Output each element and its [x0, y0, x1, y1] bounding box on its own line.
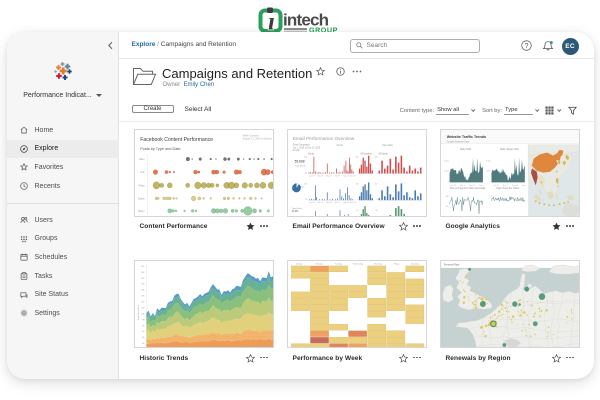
svg-text:May 19: May 19 — [326, 175, 332, 177]
svg-text:All Sends: All Sends — [378, 153, 388, 156]
svg-text:Facebook Content Performance: Facebook Content Performance — [140, 137, 213, 143]
svg-text:0: 0 — [357, 199, 358, 201]
svg-text:2,000: 2,000 — [444, 171, 448, 173]
svg-text:Nov 15: Nov 15 — [512, 185, 518, 187]
svg-text:Email Campaigns: Email Campaigns — [292, 144, 310, 146]
svg-text:Status: Status — [138, 197, 145, 200]
svg-text:0: 0 — [376, 172, 377, 174]
svg-text:8K: 8K — [142, 319, 145, 321]
svg-text:?: ? — [524, 43, 528, 50]
svg-text:Email Performance Overview: Email Performance Overview — [292, 136, 354, 142]
svg-text:Nov 1: Nov 1 — [502, 185, 507, 187]
svg-text:0: 0 — [357, 172, 358, 174]
svg-text:ı: ı — [268, 9, 275, 34]
svg-text:0K: 0K — [304, 172, 307, 174]
svg-text:150: 150 — [374, 183, 377, 185]
svg-text:Friday: Friday — [393, 263, 399, 266]
svg-text:intech: intech — [283, 11, 329, 30]
svg-text:Total Subscribers: Total Subscribers — [136, 305, 139, 320]
svg-text:Album: Album — [138, 210, 145, 213]
svg-text:Nov 15: Nov 15 — [469, 185, 475, 187]
svg-text:Sunday: Sunday — [295, 264, 302, 266]
svg-text:Monday: Monday — [315, 264, 322, 266]
svg-text:2K: 2K — [142, 337, 145, 339]
svg-text:150: 150 — [445, 206, 448, 208]
svg-text:300: 300 — [445, 196, 448, 198]
svg-text:Daily Visits: Daily Visits — [460, 148, 472, 151]
svg-text:Google Analytics Data: Google Analytics Data — [446, 140, 469, 143]
svg-text:60K: 60K — [303, 157, 307, 159]
svg-text:Total Sends: Total Sends — [294, 165, 305, 168]
svg-text:May 19: May 19 — [326, 202, 332, 204]
svg-text:40: 40 — [375, 210, 377, 212]
svg-text:Oct 15: Oct 15 — [450, 184, 455, 187]
svg-text:Posts by Type and Date: Posts by Type and Date — [140, 146, 180, 151]
svg-text:Tuesday: Tuesday — [334, 264, 342, 266]
svg-text:Wednesday: Wednesday — [352, 264, 362, 266]
svg-text:Jul 19: Jul 19 — [334, 175, 339, 177]
svg-text:200: 200 — [374, 157, 377, 159]
svg-text:Nov 19: Nov 19 — [349, 202, 355, 204]
svg-text:12K: 12K — [141, 307, 145, 309]
svg-text:4: 4 — [489, 204, 490, 206]
svg-text:Oct 15: Oct 15 — [493, 184, 498, 187]
svg-text:All Activities: All Activities — [360, 153, 372, 156]
svg-text:Nov 1: Nov 1 — [460, 185, 465, 187]
svg-text:3,000: 3,000 — [486, 161, 490, 163]
svg-text:Photo: Photo — [138, 184, 145, 187]
svg-text:Page Views Per Visitor: Page Views Per Visitor — [496, 187, 519, 190]
svg-text:1,500: 1,500 — [486, 171, 490, 173]
svg-text:0: 0 — [447, 181, 448, 183]
svg-text:Jan 19: Jan 19 — [308, 175, 313, 177]
svg-text:Sends: Sends — [336, 145, 343, 147]
svg-text:20K: 20K — [141, 284, 145, 286]
svg-text:300: 300 — [355, 157, 358, 159]
svg-text:Week Created: Week Created — [242, 134, 258, 137]
svg-text:Thursday: Thursday — [373, 263, 381, 266]
svg-text:Website Traffic Trends: Website Traffic Trends — [446, 135, 485, 139]
svg-text:Open Rate: Open Rate — [291, 207, 302, 210]
svg-text:55,608: 55,608 — [294, 160, 304, 164]
svg-text:4K: 4K — [142, 331, 145, 333]
svg-text:Saturday: Saturday — [410, 263, 418, 266]
svg-text:0: 0 — [489, 181, 490, 183]
svg-text:Dec 1: Dec 1 — [521, 185, 526, 187]
svg-text:Dec 1: Dec 1 — [479, 185, 484, 187]
svg-text:0K: 0K — [142, 343, 145, 345]
svg-text:August 12, 2014 to Novem: August 12, 2014 to Novem — [242, 138, 271, 141]
svg-text:22K: 22K — [141, 278, 145, 280]
svg-text:Open Rate: Open Rate — [382, 144, 393, 147]
svg-text:Time on Page Per Visitor (seco: Time on Page Per Visitor (seconds) — [449, 187, 485, 190]
svg-text:0: 0 — [376, 199, 377, 201]
svg-text:Sends: Sends — [308, 154, 315, 156]
svg-text:300: 300 — [355, 183, 358, 185]
svg-text:60: 60 — [356, 210, 358, 212]
svg-text:40K: 40K — [303, 183, 307, 185]
svg-text:Mar 19: Mar 19 — [317, 202, 323, 204]
svg-text:GROUP: GROUP — [309, 26, 338, 34]
svg-text:16K: 16K — [141, 296, 145, 298]
svg-text:Link: Link — [140, 172, 145, 174]
svg-text:18K: 18K — [141, 290, 145, 292]
svg-text:4,000: 4,000 — [444, 161, 448, 163]
svg-text:10K: 10K — [141, 313, 145, 315]
svg-text:Daily Unique Visits: Daily Unique Visits — [500, 148, 520, 151]
svg-text:14K: 14K — [141, 302, 145, 304]
svg-text:21.9%: 21.9% — [291, 211, 297, 213]
svg-text:Jul 19: Jul 19 — [334, 202, 339, 204]
svg-text:24K: 24K — [141, 272, 145, 274]
svg-text:6K: 6K — [142, 325, 145, 327]
svg-text:Nov 19: Nov 19 — [349, 175, 355, 177]
svg-text:0K: 0K — [304, 199, 307, 201]
svg-text:Renewal Rate: Renewal Rate — [443, 264, 459, 267]
svg-text:Jan 19: Jan 19 — [308, 202, 313, 204]
svg-text:6: 6 — [489, 196, 490, 198]
svg-text:All lists: All lists — [292, 149, 300, 152]
svg-text:Jan 1, 2019 to Dec 31, 2019: Jan 1, 2019 to Dec 31, 2019 — [292, 146, 320, 149]
svg-text:Sep 19: Sep 19 — [343, 202, 349, 204]
svg-text:Sep 19: Sep 19 — [343, 175, 349, 177]
svg-text:26K: 26K — [141, 266, 145, 268]
svg-text:Mar 19: Mar 19 — [317, 175, 323, 177]
svg-text:Video: Video — [138, 159, 144, 161]
